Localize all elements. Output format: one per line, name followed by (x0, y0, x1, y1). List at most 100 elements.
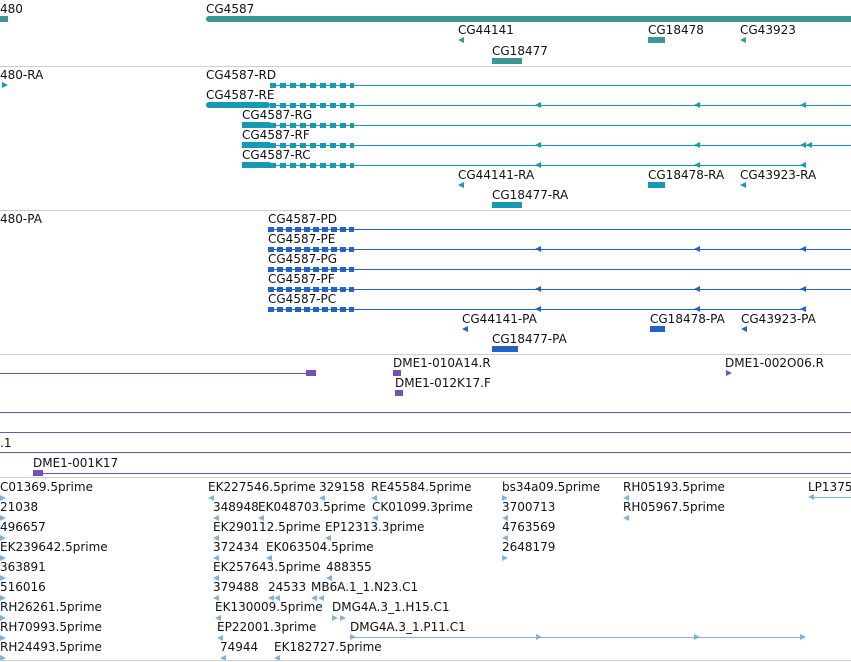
transcript-feature[interactable] (740, 182, 746, 188)
protein-feature[interactable] (650, 326, 665, 332)
est-feature[interactable] (502, 555, 508, 561)
est-feature[interactable] (800, 634, 806, 640)
gene-label[interactable]: CG18478 (648, 23, 704, 37)
gene-label[interactable]: CG4587 (206, 2, 255, 16)
protein-feature[interactable] (462, 326, 468, 332)
transcript-feature[interactable] (648, 182, 665, 188)
est-label[interactable]: C01369.5prime (0, 480, 93, 494)
est-label[interactable]: RH26261.5prime (0, 600, 102, 614)
est-label[interactable]: 24533 (268, 580, 307, 594)
est-feature[interactable] (318, 595, 324, 601)
protein-label[interactable]: CG4587-PE (268, 232, 336, 246)
est-feature[interactable] (268, 595, 274, 601)
clone-label[interactable]: DME1-002O06.R (725, 356, 824, 370)
transcript-exon[interactable] (800, 142, 806, 148)
est-label[interactable]: EK227546.5prime (208, 480, 316, 494)
est-feature[interactable] (623, 495, 629, 501)
est-feature[interactable] (694, 634, 700, 640)
est-feature[interactable] (0, 595, 6, 601)
est-label[interactable]: 21038 (0, 500, 39, 514)
transcript-exon[interactable] (535, 142, 541, 148)
transcript-label[interactable]: CG4587-RF (242, 128, 310, 142)
est-feature[interactable] (326, 575, 332, 581)
transcript-exon[interactable] (206, 102, 270, 108)
protein-exon[interactable] (800, 246, 806, 252)
est-feature[interactable] (623, 515, 629, 521)
protein-exons[interactable] (268, 287, 354, 292)
transcript-exon[interactable] (694, 102, 700, 108)
est-feature[interactable] (350, 634, 356, 640)
gene-feature[interactable] (206, 16, 851, 22)
est-label[interactable]: 516016 (0, 580, 46, 594)
transcript-label[interactable]: CG44141-RA (458, 168, 535, 182)
protein-label[interactable]: CG43923-PA (741, 312, 816, 326)
protein-exons[interactable] (268, 227, 354, 232)
est-label[interactable]: EK182727.5prime (274, 640, 382, 654)
est-label[interactable]: RH05967.5prime (623, 500, 725, 514)
gene-feature[interactable] (0, 16, 8, 22)
est-feature[interactable] (0, 495, 6, 501)
est-feature[interactable] (274, 595, 280, 601)
est-span-line[interactable] (810, 497, 851, 498)
protein-exons[interactable] (268, 267, 354, 272)
protein-label[interactable]: CG18478-PA (650, 312, 725, 326)
est-feature[interactable] (0, 575, 6, 581)
est-label[interactable]: EK257643.5prime (213, 560, 321, 574)
est-label[interactable]: EK048703.5prime (258, 500, 366, 514)
est-label[interactable]: LP1375 (808, 480, 851, 494)
clone-feature[interactable] (726, 370, 732, 376)
protein-exon[interactable] (535, 286, 541, 292)
transcript-exon[interactable] (535, 162, 541, 168)
protein-exon[interactable] (800, 306, 806, 312)
est-feature[interactable] (371, 495, 377, 501)
clone-end[interactable] (33, 470, 43, 476)
est-feature[interactable] (0, 535, 6, 541)
protein-label[interactable]: CG18477-PA (492, 332, 567, 346)
protein-intron-line[interactable] (268, 249, 851, 250)
est-feature[interactable] (502, 515, 508, 521)
protein-exon[interactable] (535, 246, 541, 252)
clone-end[interactable] (306, 370, 316, 376)
protein-label[interactable]: CG4587-PG (268, 252, 338, 266)
transcript-label[interactable]: CG4587-RG (242, 108, 313, 122)
protein-exon[interactable] (800, 286, 806, 292)
gene-feature[interactable] (458, 37, 464, 43)
est-label[interactable]: 372434 (213, 540, 259, 554)
est-label[interactable]: RH24493.5prime (0, 640, 102, 654)
est-feature[interactable] (0, 515, 6, 521)
est-label[interactable]: 496657 (0, 520, 46, 534)
est-label[interactable]: DMG4A.3_1.P11.C1 (350, 620, 466, 634)
transcript-exon[interactable] (535, 102, 541, 108)
est-label[interactable]: 379488 (213, 580, 259, 594)
transcript-exon[interactable] (694, 142, 700, 148)
protein-intron-line[interactable] (268, 269, 851, 270)
protein-feature[interactable] (492, 346, 518, 352)
est-feature[interactable] (808, 494, 814, 500)
est-feature[interactable] (208, 495, 214, 501)
est-feature[interactable] (266, 555, 272, 561)
gene-label[interactable]: 480 (0, 2, 23, 16)
est-feature[interactable] (213, 515, 219, 521)
est-label[interactable]: EK290112.5prime (213, 520, 321, 534)
clone-span-line[interactable] (0, 412, 851, 413)
est-feature[interactable] (258, 515, 264, 521)
transcript-intron-line[interactable] (270, 125, 851, 126)
est-label[interactable]: EK063504.5prime (266, 540, 374, 554)
transcript-intron-line[interactable] (270, 105, 851, 106)
transcript-feature[interactable] (2, 82, 8, 88)
protein-label[interactable]: 480-PA (0, 212, 42, 226)
protein-exon[interactable] (694, 246, 700, 252)
est-feature[interactable] (372, 515, 378, 521)
protein-label[interactable]: CG4587-PD (268, 212, 338, 226)
transcript-label[interactable]: CG4587-RD (206, 68, 277, 82)
transcript-exon[interactable] (242, 142, 270, 148)
est-feature[interactable] (213, 575, 219, 581)
est-label[interactable]: EK239642.5prime (0, 540, 108, 554)
est-label[interactable]: 74944 (220, 640, 259, 654)
est-label[interactable]: 363891 (0, 560, 46, 574)
est-feature[interactable] (213, 555, 219, 561)
est-label[interactable]: EP12313.3prime (325, 520, 425, 534)
transcript-feature[interactable] (492, 202, 522, 208)
est-feature[interactable] (0, 635, 6, 641)
transcript-exons[interactable] (270, 123, 354, 128)
